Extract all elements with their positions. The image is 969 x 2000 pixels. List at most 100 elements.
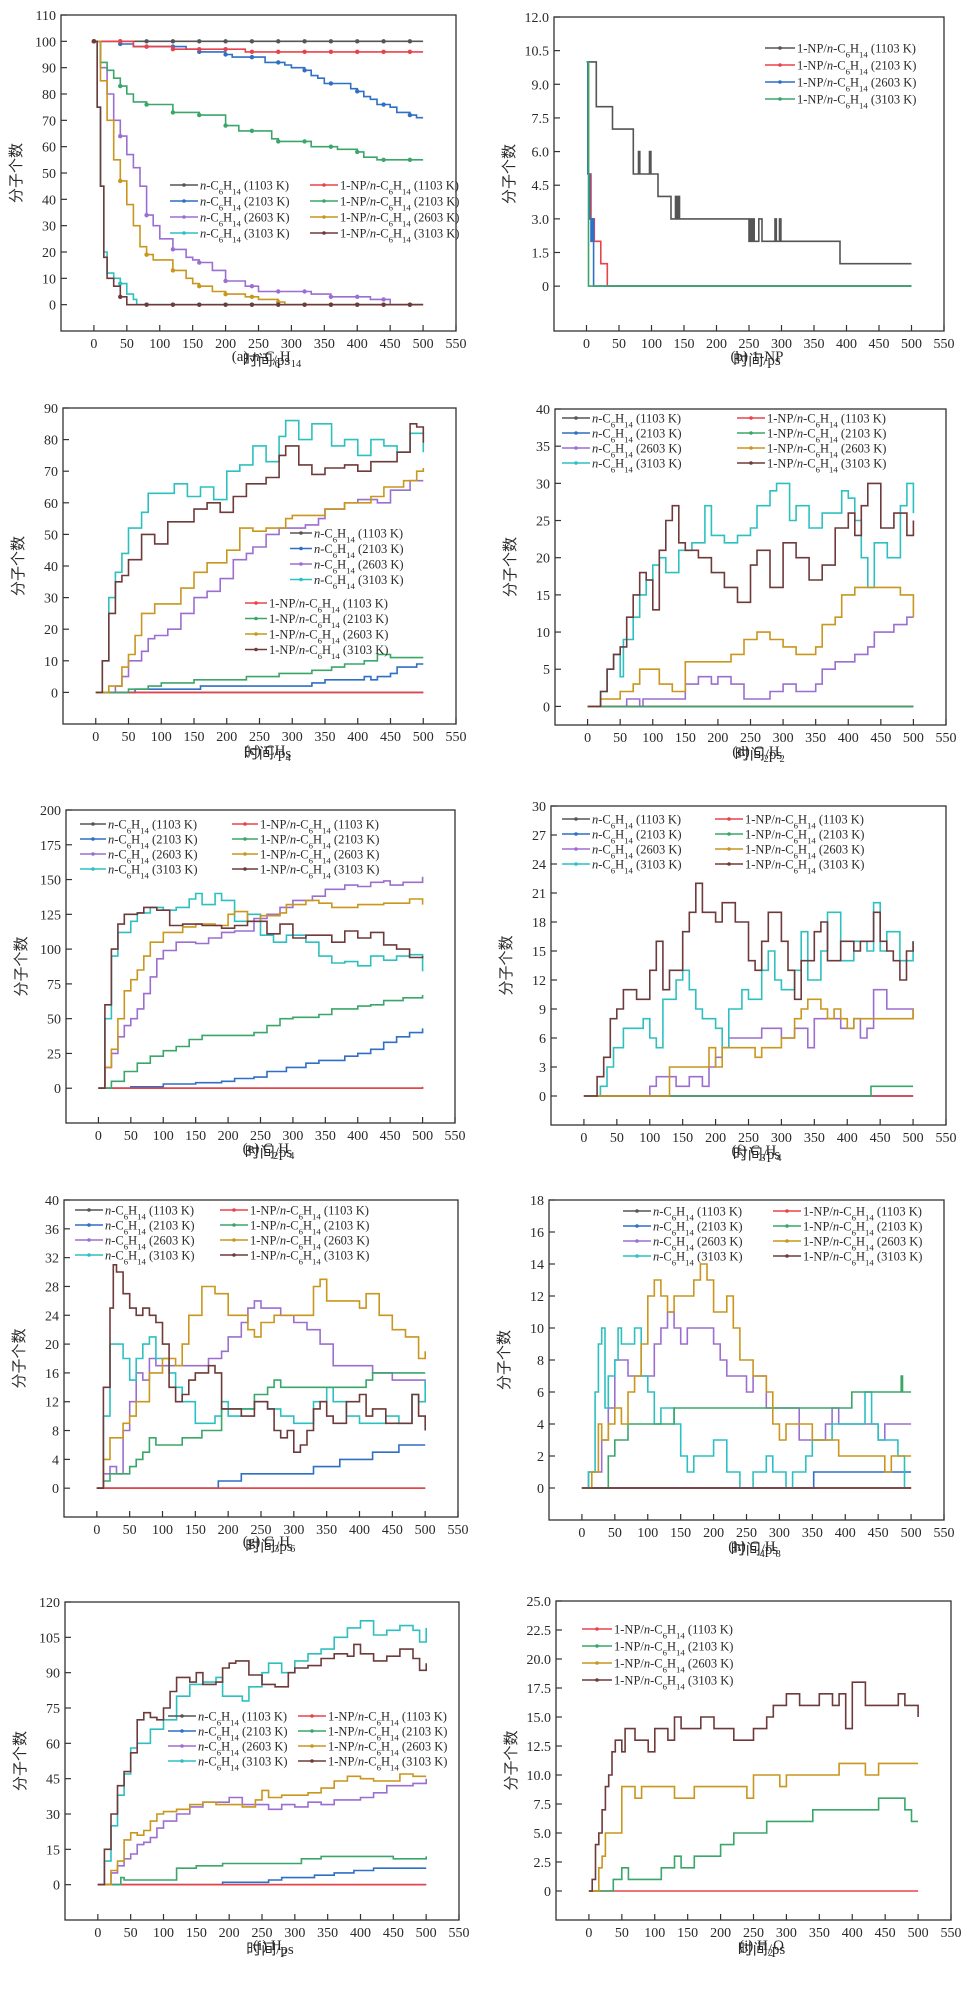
- y-tick-label: 75: [47, 978, 61, 993]
- legend-item: 1-NP/n-C6H14 (2603 K): [245, 628, 388, 646]
- y-tick-label: 0: [539, 1090, 546, 1105]
- series-line: [93, 40, 424, 306]
- x-tick-label: 500: [412, 1129, 433, 1144]
- legend-item: 1-NP/n-C6H14 (2603 K): [220, 1234, 369, 1252]
- y-tick-label: 175: [40, 839, 61, 854]
- legend-item: 1-NP/n-C6H14 (2103 K): [773, 1220, 922, 1238]
- series-marker: [197, 112, 202, 118]
- y-tick-label: 50: [47, 1013, 61, 1028]
- legend-label: 1-NP/n-C6H14 (3103 K): [614, 1674, 733, 1692]
- x-tick-label: 300: [283, 1523, 304, 1538]
- y-tick-label: 40: [44, 560, 58, 575]
- x-tick-label: 450: [383, 1926, 404, 1941]
- x-tick-label: 0: [94, 1926, 101, 1941]
- legend-label: n-C6H14 (2603 K): [105, 1234, 195, 1252]
- legend-marker: [727, 862, 731, 866]
- legend-label: 1-NP/n-C6H14 (1103 K): [745, 813, 864, 831]
- series-marker: [197, 302, 202, 307]
- legend-marker: [749, 416, 753, 420]
- x-tick-label: 350: [316, 1523, 337, 1538]
- y-tick-label: 80: [42, 88, 56, 103]
- legend-marker: [635, 1209, 639, 1213]
- y-axis-title: 分子个数: [10, 536, 27, 596]
- legend-label: n-C6H14 (2603 K): [314, 558, 404, 576]
- y-tick-label: 30: [532, 800, 546, 815]
- series-marker: [381, 302, 386, 307]
- x-tick-label: 450: [380, 1129, 401, 1144]
- y-tick-label: 30: [44, 592, 58, 607]
- x-tick-label: 350: [805, 731, 826, 746]
- chart-panel-a: 0 10 20 30 40 50 60 70 80 90 100 110 0 50 100 150 200 250…: [8, 9, 467, 370]
- legend-item: 1-NP/n-C6H14 (3103 K): [715, 858, 864, 876]
- series-marker: [144, 252, 149, 257]
- legend: n-C6H14 (1103 K)n-C6H14 (2103 K)n-C6H14 …: [80, 818, 379, 881]
- y-tick-label: 10.5: [525, 45, 550, 60]
- series-line: [96, 1336, 426, 1489]
- legend-label: 1-NP/n-C6H14 (3103 K): [269, 643, 388, 661]
- series-line: [97, 1620, 427, 1886]
- panel-caption: (d) C2H2: [732, 744, 785, 765]
- series-group: [581, 1263, 912, 1489]
- y-axis-title: 分子个数: [502, 537, 519, 597]
- legend-label: 1-NP/n-C6H14 (2103 K): [260, 833, 379, 851]
- y-tick-label: 10.0: [527, 1769, 552, 1784]
- series-line: [97, 1773, 427, 1886]
- series-group: [95, 419, 425, 694]
- legend-marker: [87, 1208, 91, 1212]
- legend-marker: [595, 1644, 599, 1648]
- legend-marker: [778, 97, 782, 101]
- legend-item: 1-NP/n-C6H14 (1103 K): [773, 1205, 922, 1223]
- y-tick-label: 105: [39, 1631, 60, 1646]
- x-tick-label: 550: [934, 337, 955, 352]
- x-tick-label: 50: [610, 1131, 624, 1146]
- x-tick-label: 0: [580, 1131, 587, 1146]
- legend-marker: [182, 231, 186, 235]
- series-marker: [197, 39, 202, 44]
- legend-label: n-C6H14 (1103 K): [592, 412, 681, 430]
- series-marker: [328, 39, 334, 44]
- y-tick-label: 0: [543, 700, 550, 715]
- legend: n-C6H14 (1103 K)n-C6H14 (2103 K)n-C6H14 …: [75, 1204, 369, 1267]
- y-tick-label: 40: [536, 403, 550, 418]
- x-tick-label: 250: [249, 730, 270, 745]
- series-line: [96, 1278, 426, 1489]
- y-tick-label: 125: [40, 908, 61, 923]
- series-marker: [249, 294, 255, 299]
- series-line: [98, 892, 424, 1089]
- x-tick-label: 400: [350, 1926, 371, 1941]
- legend-label: n-C6H14 (1103 K): [314, 527, 403, 545]
- series-marker: [302, 68, 307, 73]
- series-line: [98, 898, 424, 1089]
- legend-marker: [232, 1223, 236, 1227]
- legend-item: 1-NP/n-C6H14 (2103 K): [220, 1219, 369, 1237]
- legend-marker: [727, 847, 731, 851]
- x-tick-label: 400: [835, 1526, 856, 1541]
- y-tick-label: 80: [44, 434, 58, 449]
- series-marker: [355, 89, 360, 94]
- y-tick-label: 90: [46, 1667, 60, 1682]
- series-marker: [276, 139, 281, 144]
- legend-label: 1-NP/n-C6H14 (2103 K): [340, 195, 459, 213]
- legend-label: 1-NP/n-C6H14 (1103 K): [340, 179, 459, 197]
- legend-marker: [635, 1224, 639, 1228]
- legend-label: 1-NP/n-C6H14 (2103 K): [328, 1725, 447, 1743]
- legend-marker: [254, 647, 258, 652]
- series-marker: [355, 39, 360, 44]
- legend-marker: [574, 817, 578, 821]
- legend-marker: [232, 1253, 236, 1257]
- legend-item: n-C6H14 (2103 K): [80, 833, 198, 851]
- y-tick-label: 12: [532, 974, 546, 989]
- x-axis-title: 时间/ps: [731, 1541, 779, 1558]
- x-tick-label: 50: [122, 730, 136, 745]
- y-axis-title: 分子个数: [496, 1330, 513, 1390]
- legend-item: n-C6H14 (1103 K): [80, 818, 197, 836]
- legend-marker: [87, 1223, 91, 1227]
- legend-item: n-C6H14 (1103 K): [623, 1205, 742, 1223]
- y-tick-label: 3.0: [532, 213, 550, 228]
- legend-marker: [310, 1729, 314, 1733]
- x-tick-label: 300: [282, 1129, 303, 1144]
- series-marker: [170, 302, 176, 307]
- y-tick-label: 10: [530, 1322, 544, 1337]
- series-marker: [328, 81, 334, 86]
- legend-item: n-C6H14 (3103 K): [562, 457, 682, 475]
